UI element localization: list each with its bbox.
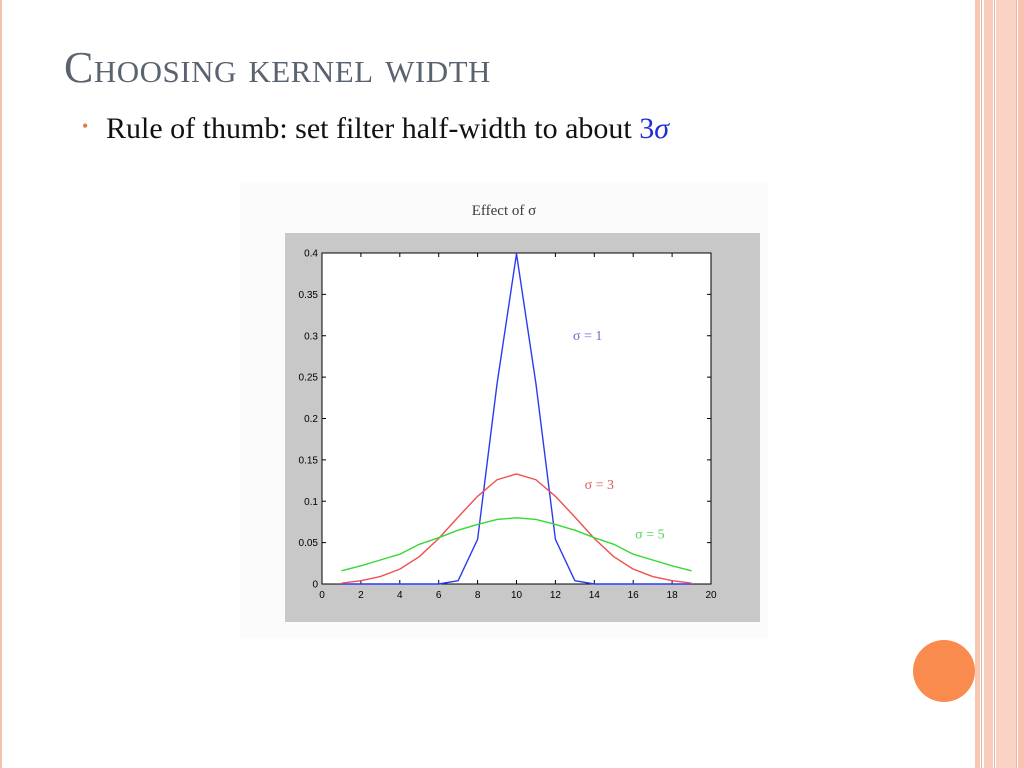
decor-stripe-line — [981, 0, 982, 768]
y-tick-label: 0.25 — [299, 373, 319, 384]
axes: 0 2 4 6 8 10 12 14 16 18 20 0 0.05 0.1 0.15 0.2 0.25 0.3 0… — [299, 249, 717, 602]
x-tick-label: 10 — [511, 590, 523, 601]
x-tick-label: 2 — [358, 590, 364, 601]
y-tick-label: 0.3 — [304, 331, 318, 342]
decor-stripe — [1018, 0, 1024, 768]
y-tick-label: 0.15 — [299, 455, 319, 466]
y-tick-label: 0.1 — [304, 497, 318, 508]
x-tick-label: 8 — [475, 590, 481, 601]
bullet-item: • Rule of thumb: set filter half-width to… — [82, 112, 669, 146]
decor-stripe-line — [1016, 0, 1017, 768]
x-tick-label: 18 — [667, 590, 679, 601]
y-tick-label: 0.35 — [299, 290, 319, 301]
left-border-line — [0, 0, 2, 768]
decor-stripe — [975, 0, 980, 768]
bullet-highlight-number: 3 — [639, 112, 655, 145]
series-annotation-2: σ = 3 — [585, 478, 614, 493]
annotations-layer: σ = 1 σ = 3 σ = 5 — [573, 329, 665, 543]
slide-title: Choosing kernel width — [64, 43, 491, 92]
y-tick-label: 0.05 — [299, 538, 319, 549]
x-tick-label: 0 — [319, 590, 325, 601]
series-line-1 — [341, 253, 692, 585]
decor-stripe — [984, 0, 993, 768]
series-annotation-3: σ = 5 — [635, 527, 664, 542]
plot-area — [321, 252, 712, 585]
y-tick-label: 0.4 — [304, 249, 318, 260]
decor-stripe — [996, 0, 1016, 768]
x-tick-label: 14 — [589, 590, 601, 601]
x-tick-label: 6 — [436, 590, 442, 601]
gaussian-chart: Effect of σ 0 2 4 6 8 10 12 14 16 18 20 0 0.05 0.1 0.1… — [285, 203, 760, 622]
chart-figure: Effect of σ 0 2 4 6 8 10 12 14 16 18 20 0 0.05 0.1 0.1… — [240, 182, 768, 638]
y-tick-label: 0.2 — [304, 414, 318, 425]
y-tick-label: 0 — [312, 580, 318, 591]
chart-title: Effect of σ — [472, 203, 536, 219]
bullet-text: Rule of thumb: set filter half-width to … — [106, 112, 640, 145]
x-tick-label: 16 — [628, 590, 640, 601]
series-annotation-1: σ = 1 — [573, 329, 602, 344]
series-line-3 — [341, 517, 692, 572]
x-tick-label: 4 — [397, 590, 403, 601]
x-tick-label: 12 — [550, 590, 562, 601]
series-line-2 — [341, 473, 692, 584]
x-tick-label: 20 — [705, 590, 717, 601]
bullet-highlight: 3σ — [639, 112, 669, 145]
series-layer — [341, 253, 692, 585]
bullet-dot-icon: • — [82, 116, 89, 136]
decor-stripe-line — [994, 0, 995, 768]
bullet-highlight-symbol: σ — [654, 112, 670, 145]
accent-circle — [913, 640, 975, 702]
